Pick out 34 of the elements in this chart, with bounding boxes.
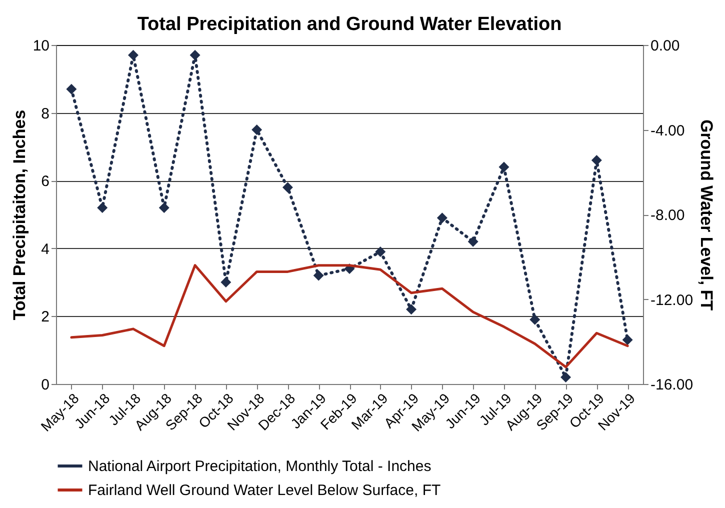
point [468, 236, 478, 247]
y-tick-label: 0 [41, 376, 50, 394]
point [622, 334, 633, 346]
y-axis-title: Total Precipitaiton, Inches [10, 110, 29, 320]
y2-tick-label: 0.00 [650, 38, 680, 54]
point [158, 202, 170, 213]
y2-tick-label: -12.00 [650, 292, 694, 309]
y-tick-label: 4 [41, 240, 50, 258]
point [530, 314, 540, 325]
y-tick-label: 6 [41, 173, 50, 190]
point [128, 50, 138, 60]
y-tick-label: 10 [32, 38, 50, 54]
point [190, 50, 200, 60]
point [375, 246, 386, 258]
y-tick-label: 2 [41, 308, 50, 326]
y2-axis-title: Ground Water Level, FT [697, 119, 716, 312]
chart-title: Total Precipitation and Ground Water Elevation [137, 14, 562, 35]
legend-label: Fairland Well Ground Water Level Below Surface, FT [88, 482, 441, 499]
point [406, 304, 417, 315]
point [498, 162, 510, 172]
point [252, 124, 262, 135]
point [220, 277, 232, 288]
point [282, 182, 293, 193]
point [313, 270, 324, 281]
y2-tick-label: -4.00 [650, 122, 685, 140]
point [66, 84, 77, 94]
y-tick-label: 8 [41, 105, 50, 122]
legend-label: National Airport Precipitation, Monthly Total - Inches [88, 458, 432, 475]
point [591, 155, 602, 166]
point [560, 372, 572, 382]
point [97, 202, 108, 213]
y2-tick-label: -16.00 [650, 376, 694, 394]
point [436, 212, 448, 224]
y2-tick-label: -8.00 [650, 207, 685, 224]
